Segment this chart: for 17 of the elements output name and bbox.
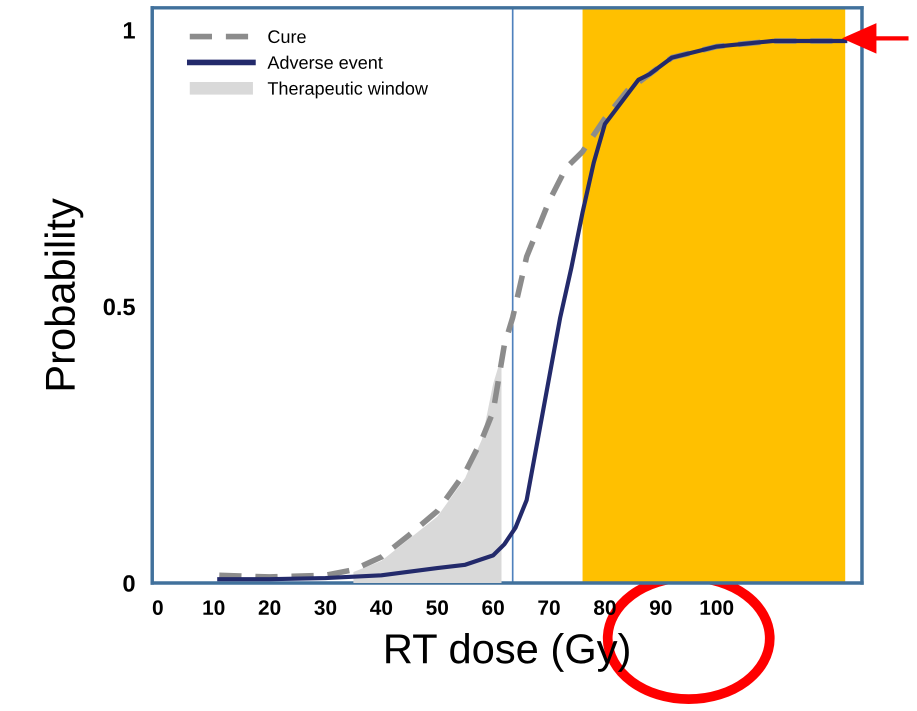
- x-tick-label: 50: [426, 600, 448, 615]
- y-tick-label: 0.5: [104, 298, 135, 316]
- y-tick-label: 0: [123, 575, 135, 592]
- x-tick-label: 30: [314, 600, 336, 616]
- x-tick-label: 100: [700, 600, 734, 615]
- legend-label: Therapeutic window: [268, 82, 428, 98]
- x-tick-label: 60: [482, 600, 504, 615]
- legend-label: Adverse event: [267, 56, 383, 69]
- x-tick-label: 70: [538, 600, 560, 615]
- legend-label: Cure: [268, 30, 306, 44]
- y-tick-label: 1: [124, 22, 135, 38]
- x-tick-label: 40: [370, 600, 392, 615]
- x-tick-label: 90: [650, 600, 672, 615]
- x-tick-label: 0: [152, 600, 163, 615]
- x-tick-label: 20: [258, 600, 280, 615]
- x-tick-label: 10: [203, 600, 224, 615]
- y-axis-title: Probability: [44, 198, 84, 390]
